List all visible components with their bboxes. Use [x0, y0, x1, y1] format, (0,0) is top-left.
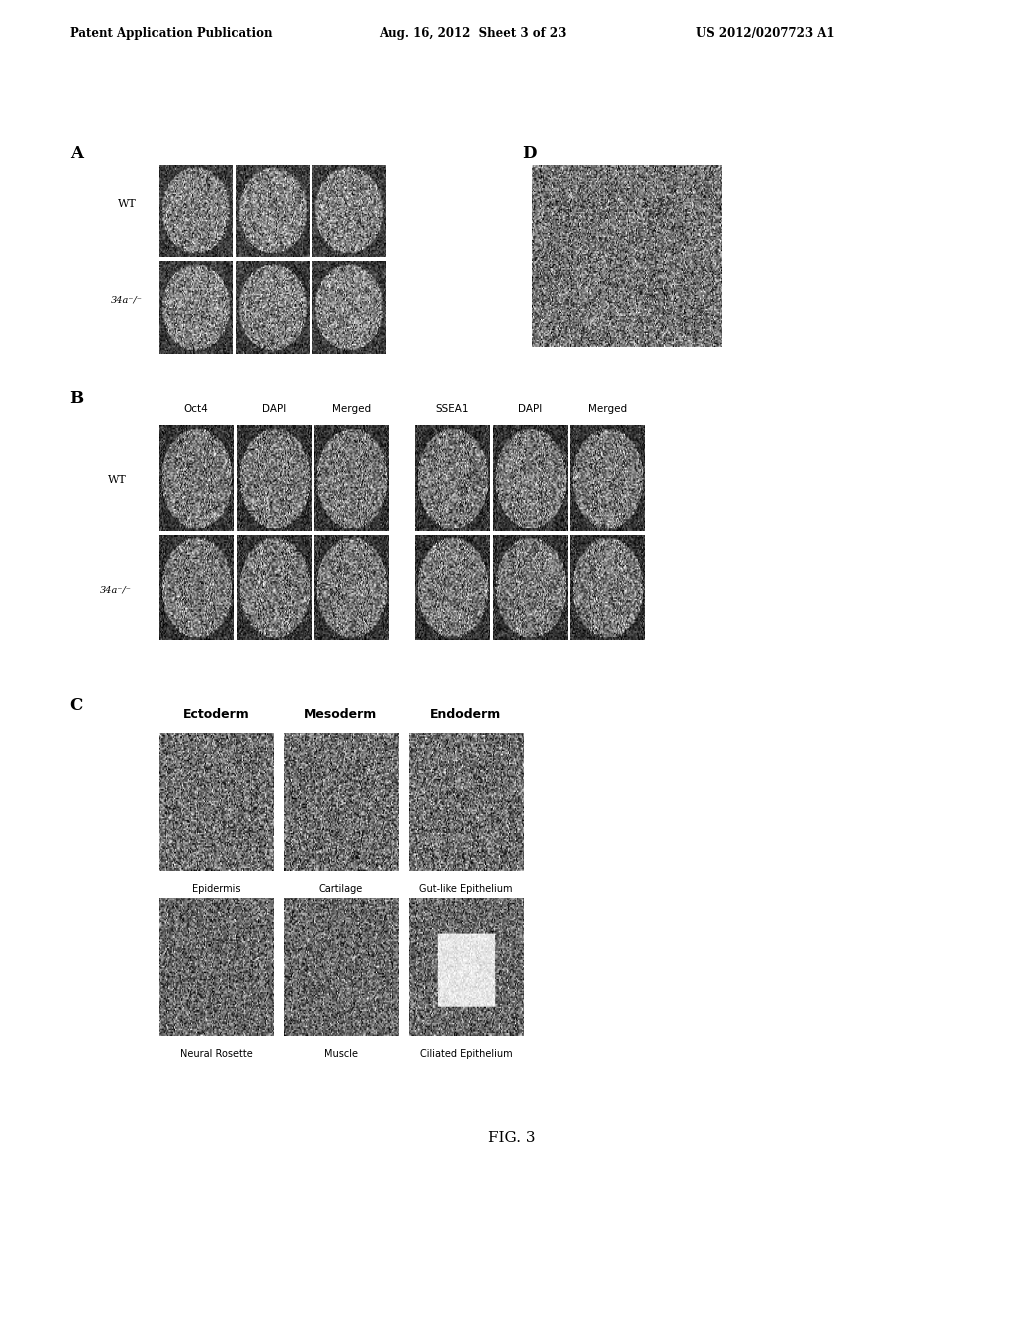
Text: Patent Application Publication: Patent Application Publication [70, 26, 272, 40]
Text: 34a⁻/⁻: 34a⁻/⁻ [100, 586, 132, 595]
Text: FIG. 3: FIG. 3 [488, 1131, 536, 1144]
Text: C: C [70, 697, 83, 714]
Text: DAPI: DAPI [518, 404, 542, 414]
Text: Neural Rosette: Neural Rosette [179, 1049, 253, 1060]
Text: Muscle: Muscle [324, 1049, 358, 1060]
Text: WT: WT [108, 475, 126, 486]
Text: Epidermis: Epidermis [191, 884, 241, 895]
Text: D: D [522, 145, 537, 162]
Text: WT: WT [118, 198, 136, 209]
Text: DAPI: DAPI [262, 404, 286, 414]
Text: Endoderm: Endoderm [430, 708, 502, 721]
Text: Ciliated Epithelium: Ciliated Epithelium [420, 1049, 512, 1060]
Text: Merged: Merged [588, 404, 628, 414]
Text: Gut-like Epithelium: Gut-like Epithelium [419, 884, 513, 895]
Text: A: A [70, 145, 83, 162]
Text: Aug. 16, 2012  Sheet 3 of 23: Aug. 16, 2012 Sheet 3 of 23 [379, 26, 566, 40]
Text: Mesoderm: Mesoderm [304, 708, 378, 721]
Text: Cartilage: Cartilage [318, 884, 364, 895]
Text: US 2012/0207723 A1: US 2012/0207723 A1 [696, 26, 835, 40]
Text: Ectoderm: Ectoderm [182, 708, 250, 721]
Text: B: B [70, 389, 84, 407]
Text: Merged: Merged [332, 404, 372, 414]
Text: Oct4: Oct4 [183, 404, 209, 414]
Text: 34a⁻/⁻: 34a⁻/⁻ [111, 296, 142, 305]
Text: SSEA1: SSEA1 [435, 404, 469, 414]
